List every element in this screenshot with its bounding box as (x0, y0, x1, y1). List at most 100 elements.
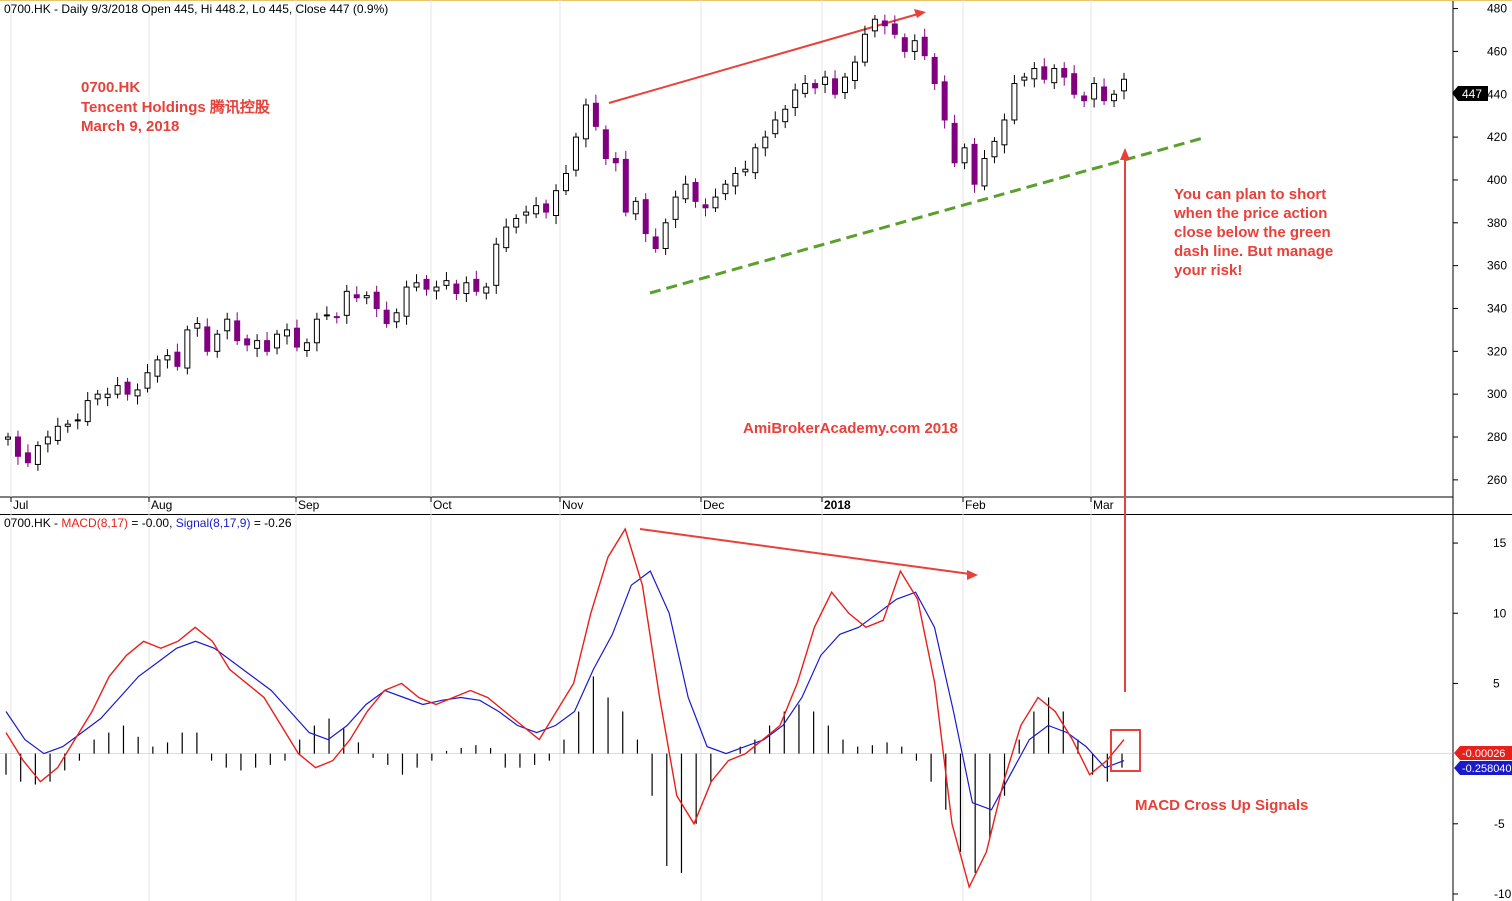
month-label: Jul (13, 498, 28, 512)
candle-down (473, 278, 480, 292)
candle-up (911, 40, 918, 52)
macd-histogram (0, 676, 1453, 873)
candle-up (1021, 76, 1028, 81)
candle-up (433, 286, 440, 292)
price-tick-label: 440 (1487, 87, 1507, 101)
candle-down (333, 316, 340, 319)
vertical-arrowhead (1120, 148, 1130, 160)
candle-down (353, 294, 360, 299)
candle-up (74, 419, 81, 422)
candle-down (204, 326, 211, 352)
candle-down (692, 182, 699, 202)
note-line-5: your risk! (1174, 262, 1242, 279)
candle-up (463, 282, 470, 294)
candle-down (702, 204, 709, 209)
price-tick-label: 340 (1487, 301, 1507, 315)
candle-down (602, 129, 609, 160)
macd-axis-ticks: -10 -5 5 10 15 (1453, 536, 1512, 901)
price-tick-label: 360 (1487, 259, 1507, 273)
candle-down (592, 102, 599, 127)
candle-up (254, 340, 261, 349)
candle-up (553, 190, 560, 217)
candle-up (851, 61, 858, 82)
month-label: Nov (562, 498, 583, 512)
candle-up (523, 211, 530, 216)
candle-down (812, 83, 819, 89)
candle-up (1121, 78, 1127, 92)
candlestick-series (5, 14, 1127, 471)
candle-up (64, 423, 71, 427)
candle-up (722, 183, 729, 195)
price-pane (0, 0, 1453, 497)
candle-down (14, 436, 21, 457)
candle-down (264, 340, 271, 352)
candle-down (1061, 68, 1068, 78)
candle-up (413, 282, 420, 288)
candle-up (403, 286, 410, 317)
candle-up (44, 436, 51, 445)
candle-up (164, 355, 171, 361)
macd-down-arrowhead (967, 570, 978, 580)
candle-up (194, 322, 201, 329)
candle-up (752, 147, 759, 174)
candle-up (782, 108, 789, 123)
title-symbol: 0700.HK (81, 79, 140, 96)
price-badge: 447 (1452, 86, 1488, 101)
signal-value-badge: -0.258040 (1454, 761, 1512, 775)
candle-down (881, 20, 888, 27)
price-tick-label: 480 (1487, 2, 1507, 16)
price-tick-label: 320 (1487, 344, 1507, 358)
candle-up (632, 200, 639, 215)
month-label: Mar (1093, 498, 1114, 512)
candle-down (244, 338, 251, 346)
candle-up (94, 393, 101, 400)
candle-down (423, 278, 430, 290)
macd-tick-label: 15 (1493, 536, 1507, 550)
candle-up (802, 83, 809, 94)
candle-down (1081, 95, 1088, 102)
candle-up (572, 136, 579, 171)
price-up-arrowhead (914, 9, 926, 18)
note-line-1: You can plan to short (1174, 186, 1326, 203)
month-label: Feb (965, 498, 986, 512)
month-label: Sep (298, 498, 320, 512)
candle-up (274, 333, 281, 349)
month-label: Dec (703, 498, 724, 512)
macd-down-arrow-line (639, 528, 971, 575)
candle-up (134, 389, 141, 397)
candle-up (443, 280, 450, 286)
candle-up (84, 400, 91, 423)
candle-up (682, 183, 689, 200)
month-axis-labels: Jul Aug Sep Oct Nov Dec 2018 Feb Mar (10, 497, 1114, 512)
candle-up (961, 147, 968, 164)
candle-down (971, 143, 978, 185)
price-header: 0700.HK - Daily 9/3/2018 Open 445, Hi 44… (4, 2, 388, 16)
macd-note: MACD Cross Up Signals (1135, 797, 1308, 814)
price-axis-ticks: 260 280 300 320 340 360 380 400 420 440 460 480 (1453, 2, 1507, 487)
candle-up (712, 196, 719, 209)
candle-up (822, 76, 829, 85)
candle-up (1011, 83, 1018, 121)
candle-down (832, 78, 839, 95)
candle-down (1101, 86, 1108, 102)
candle-up (662, 222, 669, 250)
candle-down (234, 320, 241, 342)
candle-up (5, 436, 11, 440)
month-gridlines (10, 0, 1092, 901)
candle-up (114, 385, 121, 395)
candle-down (1071, 73, 1078, 95)
candle-down (642, 199, 649, 235)
candle-up (742, 168, 749, 173)
candle-up (54, 425, 61, 441)
candle-up (323, 314, 330, 317)
candle-up (34, 445, 41, 465)
candle-down (951, 122, 958, 164)
candle-up (563, 173, 569, 192)
candle-down (383, 309, 390, 324)
candle-down (921, 36, 928, 57)
note-line-4: dash line. But manage (1174, 243, 1333, 260)
candle-up (214, 333, 221, 352)
macd-tick-label: -5 (1494, 817, 1505, 831)
candle-up (1031, 68, 1038, 80)
